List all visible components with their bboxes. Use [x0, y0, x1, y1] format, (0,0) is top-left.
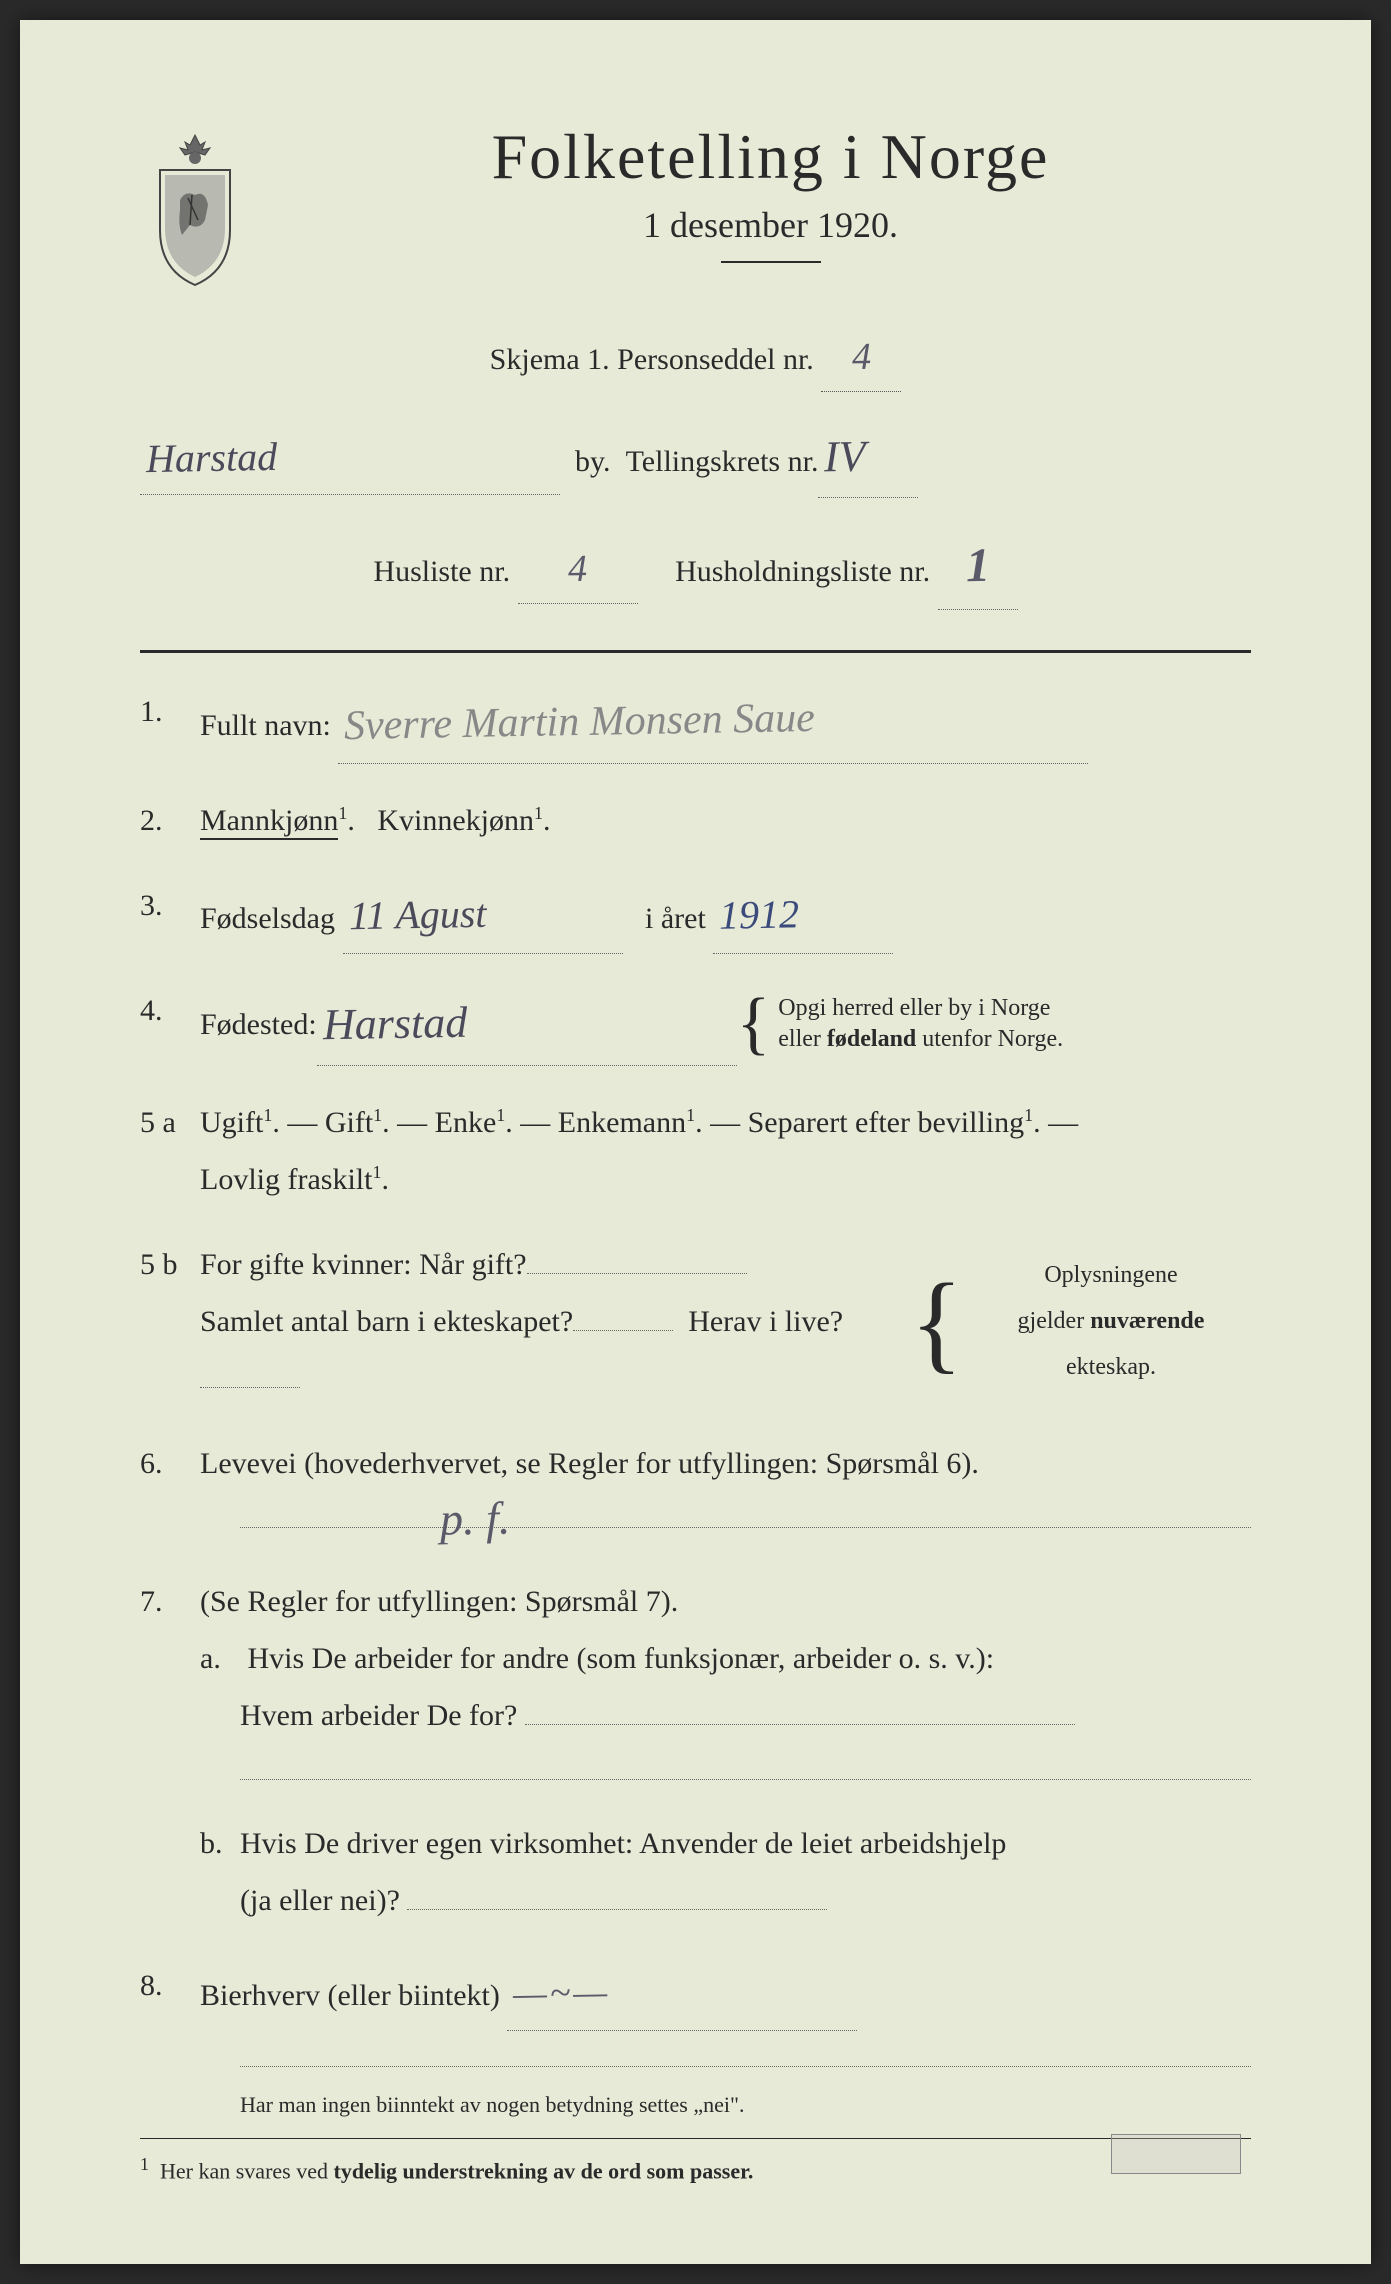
q7b-label: b. — [200, 1815, 240, 1929]
q7a-text2: Hvem arbeider De for? — [240, 1699, 517, 1732]
tellingskrets-nr: IV — [824, 417, 867, 497]
by-label: by. — [575, 435, 611, 489]
coat-of-arms-icon — [140, 130, 250, 290]
q2-mann: Mannkjønn — [200, 804, 338, 840]
q6-label: Levevei (hovederhvervet, se Regler for u… — [200, 1447, 979, 1480]
q4-side-note: { Opgi herred eller by i Norge eller fød… — [737, 993, 1063, 1055]
q7-num: 7. — [140, 1573, 200, 1744]
census-form-page: Folketelling i Norge 1 desember 1920. Sk… — [20, 20, 1371, 2264]
husholdning-label: Husholdningsliste nr. — [675, 555, 930, 588]
printer-stamp — [1111, 2134, 1241, 2174]
husliste-label: Husliste nr. — [373, 555, 510, 588]
q4-note1: Opgi herred eller by i Norge — [778, 995, 1050, 1021]
form-meta: Skjema 1. Personseddel nr. 4 Harstad by.… — [140, 323, 1251, 610]
q4: 4. Fødested: Harstad { Opgi herred eller… — [140, 982, 1251, 1067]
q3: 3. Fødselsdag 11 Agust i året 1912 — [140, 877, 1251, 954]
q3-year-label: i året — [645, 902, 706, 935]
q4-num: 4. — [140, 982, 200, 1067]
q5b-note2: gjelder nuværende — [1018, 1308, 1205, 1334]
q2-kvinne: Kvinnekjønn — [377, 804, 534, 837]
q7b-text1: Hvis De driver egen virksomhet: Anvender… — [240, 1827, 1006, 1860]
q5a-o6: Lovlig fraskilt — [200, 1163, 372, 1196]
meta-line-1: Skjema 1. Personseddel nr. 4 — [140, 323, 1251, 392]
title-block: Folketelling i Norge 1 desember 1920. — [290, 120, 1251, 293]
husliste-nr: 4 — [567, 534, 587, 603]
q5a-o4: Enkemann — [558, 1106, 686, 1139]
q5b-note1: Oplysningene — [1044, 1262, 1177, 1288]
q7a-text1: Hvis De arbeider for andre (som funksjon… — [248, 1642, 995, 1675]
q8-note: Har man ingen biinntekt av nogen betydni… — [240, 2092, 1251, 2118]
header: Folketelling i Norge 1 desember 1920. — [140, 120, 1251, 293]
q5a-o5: Separert efter bevilling — [748, 1106, 1025, 1139]
footnote: 1 Her kan svares ved tydelig understrekn… — [140, 2154, 1251, 2184]
divider-1 — [140, 650, 1251, 653]
q4-value: Harstad — [322, 981, 468, 1067]
q7: 7. (Se Regler for utfyllingen: Spørsmål … — [140, 1573, 1251, 1744]
q3-day: 11 Agust — [348, 876, 487, 954]
footnote-ref: 1 — [140, 2154, 149, 2174]
q7b: b. Hvis De driver egen virksomhet: Anven… — [200, 1815, 1251, 1929]
q5a: 5 a Ugift1. — Gift1. — Enke1. — Enkemann… — [140, 1094, 1251, 1208]
q5b-num: 5 b — [140, 1236, 200, 1407]
title-divider — [721, 261, 821, 263]
q5a-num: 5 a — [140, 1094, 200, 1208]
q6: 6. Levevei (hovederhvervet, se Regler fo… — [140, 1435, 1251, 1492]
q8-num: 8. — [140, 1957, 200, 2030]
q8-extra-line — [240, 2066, 1251, 2067]
q2: 2. Mannkjønn1. Kvinnekjønn1. — [140, 792, 1251, 849]
personseddel-nr: 4 — [851, 323, 871, 392]
q7a-extra-line — [240, 1779, 1251, 1780]
q5b-l2a: Samlet antal barn i ekteskapet? — [200, 1305, 573, 1338]
by-value: Harstad — [145, 421, 277, 495]
husholdning-nr: 1 — [965, 522, 991, 609]
q5b-note3: ekteskap. — [1066, 1354, 1156, 1380]
divider-bottom — [140, 2138, 1251, 2139]
q8-label: Bierhverv (eller biintekt) — [200, 1979, 500, 2012]
q3-label: Fødselsdag — [200, 902, 335, 935]
tellingskrets-label: Tellingskrets nr. — [626, 435, 819, 489]
q5b-side-note: { Oplysningene gjelder nuværende ekteska… — [910, 1253, 1251, 1390]
q3-year: 1912 — [719, 876, 800, 953]
q7a-label: a. — [200, 1630, 240, 1687]
q4-label: Fødested: — [200, 996, 317, 1053]
q5a-o3: Enke — [435, 1106, 497, 1139]
q6-value: p. f. — [440, 1492, 511, 1546]
q7b-text2: (ja eller nei)? — [240, 1884, 400, 1917]
q5a-o2: Gift — [325, 1106, 373, 1139]
norway-coat-of-arms-svg — [140, 130, 250, 290]
q8: 8. Bierhverv (eller biintekt) —~— — [140, 1957, 1251, 2030]
q5b-l2b: Herav i live? — [688, 1305, 843, 1338]
sub-title: 1 desember 1920. — [290, 204, 1251, 246]
q3-num: 3. — [140, 877, 200, 954]
q8-value: —~— — [513, 1957, 611, 2031]
q2-num: 2. — [140, 792, 200, 849]
q1-num: 1. — [140, 683, 200, 764]
q7-label: (Se Regler for utfyllingen: Spørsmål 7). — [200, 1585, 678, 1618]
q6-answer-line: p. f. — [240, 1527, 1251, 1528]
meta-line-3: Husliste nr. 4 Husholdningsliste nr. 1 — [140, 523, 1251, 610]
q1-label: Fullt navn: — [200, 709, 331, 742]
q5b-l1: For gifte kvinner: Når gift? — [200, 1248, 527, 1281]
q5b: 5 b For gifte kvinner: Når gift? Samlet … — [140, 1236, 1251, 1407]
main-title: Folketelling i Norge — [290, 120, 1251, 194]
meta-line-2: Harstad by. Tellingskrets nr. IV — [140, 417, 1251, 497]
footnote-text: Her kan svares ved tydelig understreknin… — [160, 2158, 753, 2183]
skjema-label: Skjema 1. Personseddel nr. — [490, 343, 814, 376]
q4-note2: eller fødeland utenfor Norge. — [778, 1026, 1063, 1052]
q5a-o1: Ugift — [200, 1106, 263, 1139]
q1: 1. Fullt navn: Sverre Martin Monsen Saue — [140, 683, 1251, 764]
q6-num: 6. — [140, 1435, 200, 1492]
q1-value: Sverre Martin Monsen Saue — [344, 679, 816, 767]
